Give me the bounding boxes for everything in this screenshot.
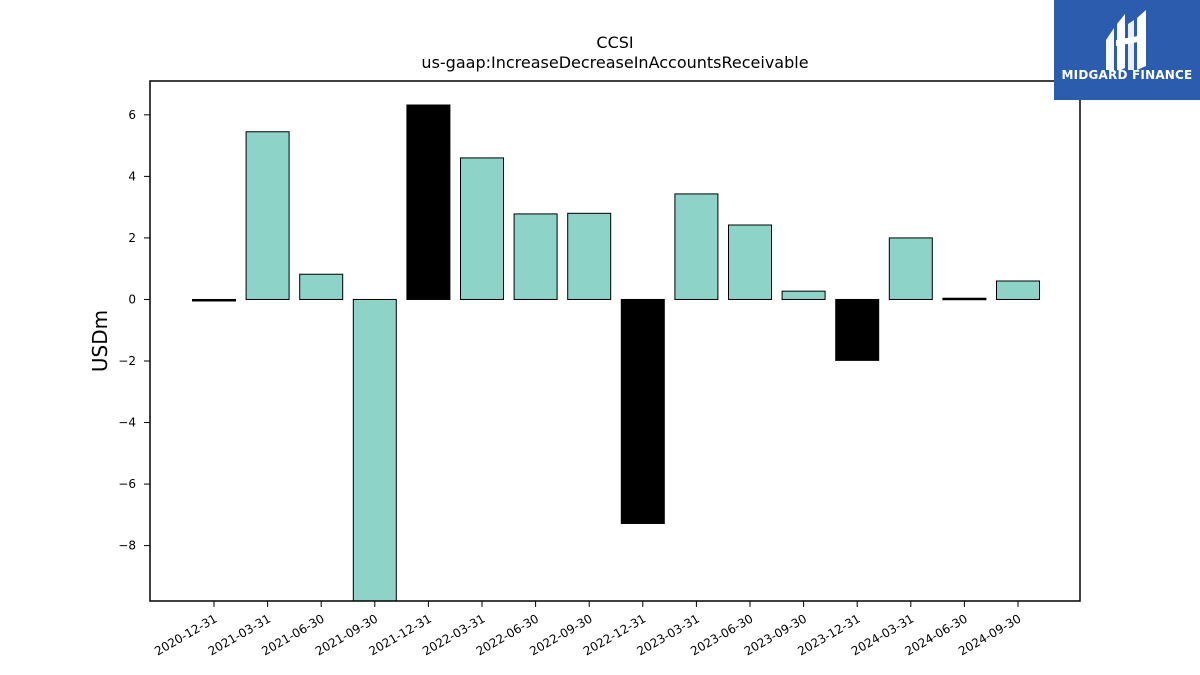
- bar-2023-12-31: [835, 298, 880, 361]
- y-tick-label: 2: [128, 231, 136, 245]
- bar-2022-12-31: [620, 298, 665, 524]
- plot-frame: [149, 80, 1081, 602]
- bar-2021-12-31: [406, 104, 451, 300]
- bar-2020-12-31: [192, 298, 236, 302]
- bar-2023-09-30: [781, 290, 826, 300]
- logo-text: MIDGARD FINANCE: [1061, 68, 1193, 82]
- chart-title: CCSI: [596, 33, 633, 52]
- bar-2021-09-30: [352, 298, 397, 602]
- y-tick-label: −8: [118, 539, 136, 553]
- bar-2023-06-30: [728, 224, 772, 300]
- y-tick-label: 0: [128, 292, 136, 306]
- logo: MIDGARD FINANCE: [1054, 0, 1200, 100]
- midgard-logo-icon: [1106, 10, 1146, 70]
- bar-2024-09-30: [996, 280, 1040, 300]
- bars-group: [192, 104, 1040, 602]
- y-ticks-group: 6 4 2 0 −2 −4 −6 −8: [118, 108, 150, 553]
- bar-2021-06-30: [299, 273, 344, 300]
- y-tick-label: −6: [118, 477, 136, 491]
- bar-2022-09-30: [567, 212, 612, 300]
- bar-2024-03-31: [888, 237, 933, 300]
- y-tick-label: 6: [128, 108, 136, 122]
- bar-2022-03-31: [460, 157, 504, 300]
- y-tick-label: −2: [118, 354, 136, 368]
- bar-2024-06-30: [942, 297, 987, 301]
- chart-subtitle: us-gaap:IncreaseDecreaseInAccountsReceiv…: [421, 53, 808, 72]
- y-tick-label: 4: [128, 169, 136, 183]
- bar-2023-03-31: [674, 193, 719, 300]
- y-axis-label: USDm: [88, 310, 112, 372]
- y-tick-label: −4: [118, 416, 136, 430]
- x-ticks-group: 2020-12-312021-03-312021-06-302021-09-30…: [152, 601, 1024, 658]
- bar-2022-06-30: [513, 213, 558, 300]
- bar-2021-03-31: [245, 131, 290, 300]
